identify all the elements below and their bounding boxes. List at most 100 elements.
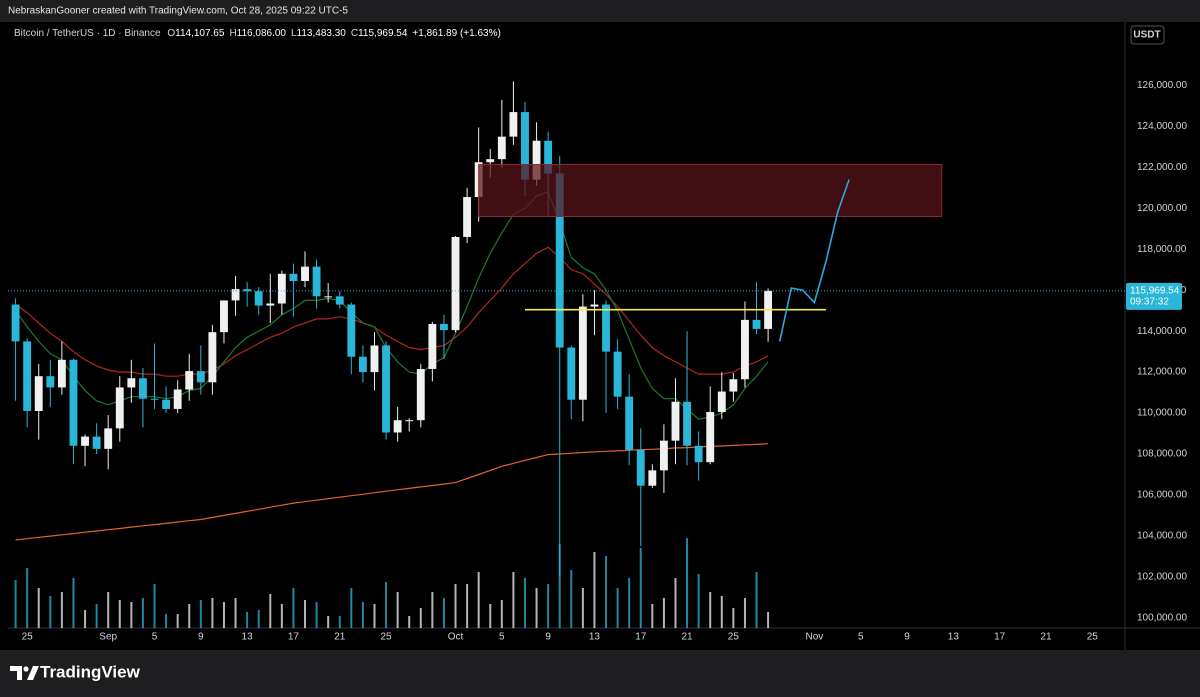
volume-bar bbox=[419, 608, 422, 628]
x-tick-label: 21 bbox=[334, 632, 346, 643]
candle-body bbox=[416, 369, 425, 421]
candle-body bbox=[486, 159, 495, 163]
candle-body bbox=[266, 303, 275, 306]
candle-body bbox=[567, 347, 576, 400]
candle-body bbox=[277, 273, 286, 304]
legend-value: 113,483.30 bbox=[297, 28, 347, 39]
volume-bar bbox=[141, 598, 144, 628]
volume-bar bbox=[107, 592, 110, 628]
candle-body bbox=[694, 445, 703, 463]
x-tick-label: 5 bbox=[499, 632, 505, 643]
candle-body bbox=[46, 376, 55, 388]
volume-bar bbox=[361, 602, 364, 628]
volume-bar bbox=[350, 588, 353, 628]
candle-body bbox=[254, 291, 263, 306]
legend-value: 114,107.65 bbox=[175, 28, 225, 39]
volume-bar bbox=[176, 614, 179, 628]
candle-body bbox=[243, 289, 252, 292]
y-tick-label: 102,000.00 bbox=[1137, 571, 1187, 582]
candle-body bbox=[81, 436, 89, 446]
candle-body bbox=[393, 420, 402, 433]
volume-bar bbox=[709, 592, 712, 628]
candle-body bbox=[706, 412, 715, 463]
candle-body bbox=[590, 304, 599, 307]
candle-body bbox=[428, 323, 437, 370]
candle-body bbox=[347, 304, 356, 357]
volume-bar bbox=[95, 604, 98, 628]
x-tick-label: 25 bbox=[22, 632, 34, 643]
candle-body bbox=[671, 401, 680, 441]
volume-bar bbox=[246, 612, 249, 628]
volume-bar bbox=[616, 588, 619, 628]
volume-bar bbox=[558, 544, 561, 628]
candle-body bbox=[440, 323, 448, 331]
candle-body bbox=[625, 396, 634, 450]
volume-bar bbox=[628, 578, 631, 628]
volume-bar bbox=[211, 598, 214, 628]
candle-body bbox=[370, 345, 379, 373]
candle-body bbox=[463, 197, 472, 237]
volume-bar bbox=[396, 592, 399, 628]
brand: TradingView bbox=[40, 662, 141, 681]
volume-bar bbox=[547, 584, 550, 628]
currency-box bbox=[1130, 25, 1165, 45]
candle-body bbox=[405, 420, 414, 422]
volume-bar bbox=[639, 548, 642, 628]
legend-key: L bbox=[291, 28, 297, 39]
volume-bar bbox=[593, 552, 596, 628]
volume-bar bbox=[500, 600, 503, 628]
resistance-zone bbox=[478, 163, 943, 217]
candle-body bbox=[382, 345, 390, 433]
candle-body bbox=[104, 428, 113, 449]
legend-key: H bbox=[229, 28, 236, 39]
volume-bar bbox=[153, 584, 156, 628]
candle-body bbox=[532, 140, 541, 180]
volume-bar bbox=[165, 614, 168, 628]
candle-body bbox=[659, 440, 668, 471]
legend-change: +1,861.89 (+1.63%) bbox=[412, 28, 500, 39]
x-tick-label: Oct bbox=[448, 632, 464, 643]
x-tick-label: 17 bbox=[994, 632, 1006, 643]
x-tick-label: 25 bbox=[1087, 632, 1099, 643]
legend-value: 116,086.00 bbox=[237, 28, 287, 39]
volume-bar bbox=[199, 600, 202, 628]
volume-bar bbox=[767, 612, 770, 628]
x-tick-label: 13 bbox=[242, 632, 254, 643]
volume-bar bbox=[489, 604, 492, 628]
candle-body bbox=[127, 378, 136, 388]
x-tick-label: 25 bbox=[728, 632, 740, 643]
candle-body bbox=[544, 140, 553, 174]
candle-body bbox=[34, 376, 43, 411]
candle-body bbox=[289, 273, 298, 281]
volume-bar bbox=[720, 596, 723, 628]
volume-bar bbox=[37, 588, 40, 628]
currency: USDT bbox=[1133, 30, 1160, 41]
candle-body bbox=[324, 296, 333, 298]
volume-bar bbox=[686, 538, 689, 628]
x-tick-label: 5 bbox=[152, 632, 158, 643]
y-tick-label: 126,000.00 bbox=[1137, 80, 1187, 91]
volume-bar bbox=[257, 610, 260, 628]
volume-bar bbox=[280, 604, 283, 628]
legend-value: 115,969.54 bbox=[358, 28, 408, 39]
y-tick-label: 100,000.00 bbox=[1137, 612, 1187, 623]
candle-body bbox=[185, 371, 194, 390]
candle-body bbox=[220, 300, 228, 333]
volume-bar bbox=[84, 610, 87, 628]
volume-bar bbox=[755, 572, 758, 628]
candle-body bbox=[555, 173, 564, 348]
volume-bar bbox=[535, 588, 538, 628]
volume-bar bbox=[315, 602, 318, 628]
volume-bar bbox=[570, 570, 573, 628]
projection-line bbox=[778, 179, 850, 342]
volume-bar bbox=[222, 602, 225, 628]
candle-body bbox=[602, 304, 610, 352]
y-tick-label: 122,000.00 bbox=[1137, 162, 1187, 173]
y-tick-label: 106,000.00 bbox=[1137, 490, 1187, 501]
candle-body bbox=[717, 391, 726, 413]
volume-bar bbox=[385, 582, 388, 628]
x-tick-label: 9 bbox=[904, 632, 910, 643]
volume-bar bbox=[292, 588, 295, 628]
candle-body bbox=[741, 319, 749, 380]
x-tick-label: 21 bbox=[1040, 632, 1052, 643]
